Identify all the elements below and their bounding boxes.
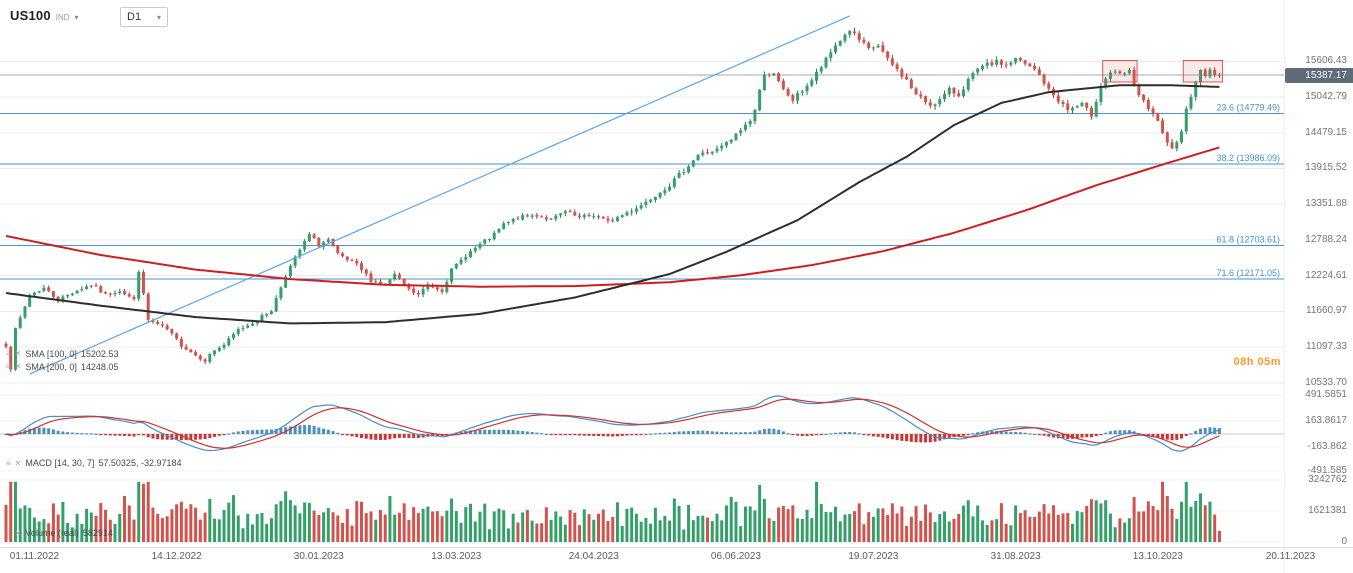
price-tick-label: 15042.79	[1305, 91, 1347, 103]
volume-tick-label: 3242762	[1308, 474, 1347, 485]
price-tick-label: 12788.24	[1305, 233, 1347, 245]
pattern-highlight-box[interactable]	[1182, 59, 1223, 83]
indicator-remove-icon[interactable]: ✕	[14, 362, 22, 371]
pattern-highlight-box[interactable]	[1102, 59, 1138, 83]
price-tick-label: 12224.61	[1305, 269, 1347, 281]
chevron-down-icon: ▾	[74, 13, 79, 22]
current-price-badge: 15387.17	[1285, 68, 1353, 84]
volume-tick-label: 1621381	[1308, 505, 1347, 516]
fib-level-label[interactable]: 61.8 (12703.61)	[1216, 234, 1280, 244]
volume-bars	[4, 481, 1221, 542]
candle-countdown: 08h 05m	[1233, 356, 1281, 368]
price-tick-label: 13915.52	[1305, 162, 1347, 174]
macd-tick-label: -163.862	[1307, 440, 1347, 452]
macd-tick-label: -491.585	[1307, 465, 1347, 476]
indicator-settings-icon[interactable]: ≡	[6, 528, 11, 538]
macd-legend-value: 57.50325, -32.97184	[98, 458, 182, 468]
price-tick-label: 14479.15	[1305, 126, 1347, 138]
fib-level-label[interactable]: 23.6 (14779.49)	[1216, 103, 1280, 113]
macd-indicator-legend: ≡ ✕ MACD [14, 30, 7] 57.50325, -32.97184	[6, 458, 181, 468]
price-chart-panel[interactable]: 23.6 (14779.49) 38.2 (13986.09) 61.8 (1270…	[0, 0, 1285, 384]
time-axis[interactable]: 01.11.2022 14.12.2022 30.01.2023 13.03.2023…	[0, 548, 1353, 573]
volume-legend-value: 582914	[82, 528, 113, 538]
sma200-legend-label: SMA [200, 0]	[25, 361, 77, 372]
indicator-remove-icon[interactable]: ✕	[14, 528, 22, 538]
chevron-down-icon: ▾	[156, 12, 161, 22]
time-axis-label: 31.08.2023	[990, 551, 1041, 562]
macd-signal-line	[5, 398, 1220, 449]
volume-indicator-legend: ≡ ✕ Volume (real) 582914	[6, 528, 113, 538]
time-axis-label: 06.06.2023	[710, 551, 761, 562]
indicator-remove-icon[interactable]: ✕	[14, 349, 22, 358]
time-axis-label: 20.11.2023	[1265, 551, 1316, 562]
indicator-settings-icon[interactable]: ≡	[6, 362, 11, 371]
timeframe-selector[interactable]: D1 ▾	[120, 7, 168, 27]
time-axis-label: 13.03.2023	[431, 551, 482, 562]
timeframe-value: D1	[127, 11, 142, 23]
macd-legend-label: MACD [14, 30, 7]	[25, 458, 95, 468]
volume-indicator-panel[interactable]	[0, 474, 1285, 545]
macd-line	[5, 395, 1220, 452]
time-axis-label: 13.10.2023	[1132, 551, 1183, 562]
time-axis-label: 19.07.2023	[848, 551, 899, 562]
indicator-settings-icon[interactable]: ≡	[6, 349, 11, 358]
sma100-legend-label: SMA [100, 0]	[25, 348, 77, 359]
indicator-remove-icon[interactable]: ✕	[14, 458, 22, 468]
symbol-name: US100	[10, 8, 51, 23]
price-tick-label: 11097.33	[1306, 341, 1347, 353]
sma100-legend-value: 15202.53	[80, 348, 119, 359]
price-axis-column[interactable]: 15387.17 15606.43 15042.79 14479.15 13915.5…	[1284, 0, 1353, 573]
time-axis-separator	[0, 547, 1353, 548]
price-tick-label: 13351.88	[1305, 198, 1347, 210]
symbol-selector[interactable]: US100 IND ▾	[10, 8, 79, 23]
symbol-type-label: IND	[55, 13, 70, 22]
candles-layer[interactable]	[4, 27, 1221, 372]
sma200-line[interactable]	[5, 146, 1220, 288]
sma-indicator-legend: ≡ ✕ SMA [100, 0] 15202.53 ≡ ✕ SMA [200, …	[6, 347, 118, 373]
price-tick-label: 11660.97	[1306, 305, 1347, 317]
macd-tick-label: 163.8617	[1305, 415, 1347, 426]
sma100-legend-row: ≡ ✕ SMA [100, 0] 15202.53	[6, 347, 118, 360]
time-axis-label: 30.01.2023	[293, 551, 344, 562]
macd-tick-label: 491.5851	[1305, 389, 1347, 400]
sma200-legend-row: ≡ ✕ SMA [200, 0] 14248.05	[6, 360, 118, 373]
fib-level-label[interactable]: 71.6 (12171.05)	[1216, 268, 1280, 278]
indicator-settings-icon[interactable]: ≡	[6, 458, 11, 468]
time-axis-label: 01.11.2022	[9, 551, 60, 562]
sma100-line[interactable]	[5, 84, 1220, 325]
price-tick-label: 15606.43	[1305, 55, 1347, 67]
sma200-legend-value: 14248.05	[80, 361, 119, 372]
price-tick-label: 10533.70	[1305, 376, 1347, 388]
volume-legend-label: Volume (real)	[25, 528, 79, 538]
time-axis-label: 24.04.2023	[568, 551, 619, 562]
trendline[interactable]	[29, 15, 850, 375]
fib-level-label[interactable]: 38.2 (13986.09)	[1216, 153, 1280, 163]
macd-indicator-panel[interactable]	[0, 386, 1285, 472]
time-axis-label: 14.12.2022	[151, 551, 202, 562]
volume-tick-label: 0	[1341, 536, 1347, 547]
